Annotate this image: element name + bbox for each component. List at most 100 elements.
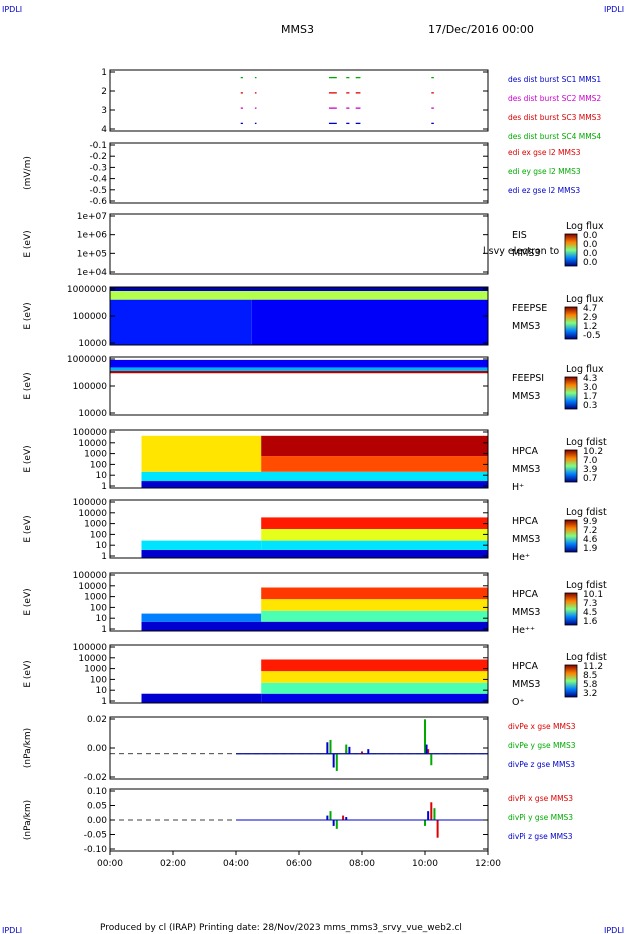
panel-frame [109,644,489,704]
y-tick-label: 1e+07 [77,212,107,222]
instrument-label: MMS3 [512,607,540,618]
spectrogram-region [141,549,488,558]
corner-label-bottom-right: IPDLI [604,926,624,934]
spectrogram-region [141,693,262,703]
instrument-label: MMS3 [512,534,540,545]
y-tick-label: 1 [101,625,107,635]
corner-label-top-right: IPDLI [604,5,624,14]
y-tick-label: -0.5 [89,186,107,196]
y-tick-label: -0.1 [89,141,107,151]
legend-entry: des dist burst SC2 MMS2 [508,94,601,103]
colorbar-title: Log flux [566,294,604,305]
instrument-label: HPCA [512,661,539,672]
y-axis-label: (nPa/km) [23,728,33,768]
instrument-label: MMS3 [512,391,540,402]
y-tick-label: 1 [101,697,107,707]
spectrogram-region [261,529,488,541]
legend-entry: edi ex gse l2 MMS3 [508,148,581,157]
colorbar-title: Log fdist [566,580,607,591]
y-tick-label: -0.6 [89,197,107,207]
y-tick-label: 0.02 [87,715,107,725]
y-tick-label: -0.02 [84,773,107,783]
y-tick-label: 1 [101,68,107,78]
colorbar-tick-label: 2.9 [583,313,598,323]
x-tick-label: 04:00 [223,859,249,869]
y-tick-label: 1000000 [67,355,107,365]
panel-edi: -0.1-0.2-0.3 -0.4-0.5-0.6 (mV/m) edi ex gse… [23,141,581,207]
y-axis-label: E (eV) [23,372,33,399]
y-tick-label: 1000 [84,450,107,460]
y-tick-label: 10000 [78,654,107,664]
colorbar-tick-label: 3.0 [583,383,598,393]
spectrogram-region [141,481,488,488]
spectrogram-region [261,517,488,529]
colorbar-tick-label: 0.0 [583,231,598,241]
y-axis-label: E (eV) [23,515,33,542]
colorbar-tick-label: 4.6 [583,535,598,545]
legend-entry: divPe y gse MMS3 [508,741,576,750]
corner-label-top-left: IPDLI [2,5,22,14]
panel-frame [109,499,489,559]
footer-text: Produced by cl (IRAP) Printing date: 28/… [100,923,462,933]
overlay-label: l svy electron to [483,246,559,257]
spectrogram-region [261,435,488,457]
colorbar-tick-label: 0.3 [583,401,597,411]
panel-feeps_e: 1000000 100000 10000 E (eV) FEEPSE MMS3 Log fl… [23,285,604,349]
legend-entry: divPi z gse MMS3 [508,832,573,841]
colorbar-tick-label: 5.8 [583,680,598,690]
y-tick-label: 10000 [78,582,107,592]
panel-divpi: 0.10 0.05 0.00 -0.05 -0.10 (nPa/km) divPi x gs… [23,787,573,855]
y-tick-label: 100000 [73,571,108,581]
spectrogram-region [261,599,488,611]
colorbar-tick-label: 0.0 [583,249,598,259]
legend-entry: divPe z gse MMS3 [508,760,575,769]
y-tick-label: -0.3 [89,163,107,173]
legend-entry: edi ez gse l2 MMS3 [508,186,580,195]
y-tick-label: 1e+05 [77,249,107,259]
x-tick-label: 12:00 [475,859,501,869]
spectrogram-region [141,621,488,631]
y-tick-label: 100000 [73,643,108,653]
colorbar-tick-label: 7.2 [583,526,597,536]
spectrogram-region [110,359,488,368]
y-axis-label: E (eV) [23,302,33,329]
panels-group: 1 2 3 4 des dist burst SC1 MMS1 des dist burs… [23,68,607,855]
y-tick-label: 2 [101,87,107,97]
y-tick-label: 1000 [84,520,107,530]
instrument-label: MMS3 [512,248,540,259]
x-axis: 00:00 02:00 04:00 06:00 08:00 10:00 12:00 [97,851,501,869]
x-tick-label: 10:00 [412,859,438,869]
colorbar-tick-label: 3.9 [583,465,598,475]
panel-frame [109,69,489,132]
instrument-label: He⁺⁺ [512,625,535,636]
spectrogram-region [141,435,262,472]
legend-entry: des dist burst SC1 MMS1 [508,75,601,84]
y-axis-label: E (eV) [23,445,33,472]
y-tick-label: 1 [101,482,107,492]
y-tick-label: 1 [101,552,107,562]
y-axis-label: (nPa/km) [23,800,33,840]
colorbar-tick-label: 7.3 [583,599,597,609]
colorbar-tick-label: 1.2 [583,322,597,332]
spectrogram-region [141,540,262,550]
y-axis-label: E (eV) [23,230,33,257]
instrument-label: H⁺ [512,482,524,493]
panel-divpe: 0.02 0.00 -0.02 (nPa/km) divPe x gse MMS3 div… [23,715,576,783]
colorbar [564,664,578,698]
colorbar-tick-label: 4.5 [583,608,597,618]
colorbar-title: Log fdist [566,507,607,518]
y-tick-label: 100000 [73,312,108,322]
colorbar [564,376,578,410]
colorbar-title: Log flux [566,221,604,232]
y-tick-label: 100000 [73,498,108,508]
y-tick-label: 0.05 [87,802,107,812]
colorbar [564,592,578,626]
y-tick-label: -0.05 [84,831,107,841]
instrument-label: FEEPSE [512,303,547,314]
